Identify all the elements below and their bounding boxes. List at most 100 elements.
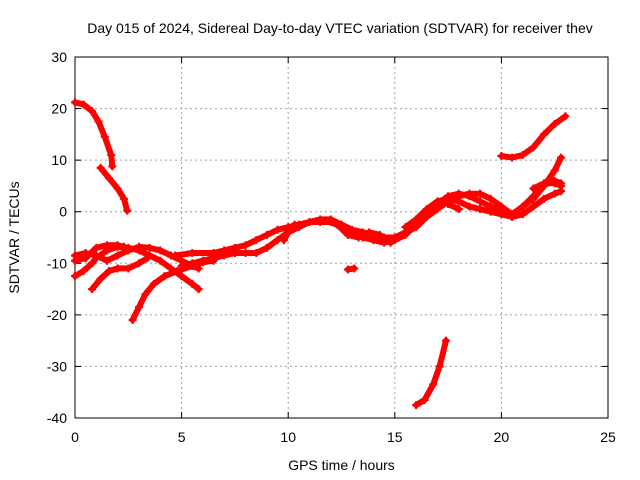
data-point: [120, 242, 129, 251]
data-point: [540, 179, 549, 188]
data-point: [188, 259, 197, 268]
series-arc-14: [401, 194, 517, 232]
data-point: [113, 184, 122, 193]
data-point: [79, 267, 88, 276]
data-point: [94, 117, 103, 126]
data-point: [486, 207, 495, 216]
data-point: [386, 238, 395, 247]
data-point: [343, 230, 352, 239]
data-point: [395, 233, 404, 242]
y-tick-label: 10: [51, 152, 67, 168]
data-point: [156, 256, 165, 265]
data-point: [518, 202, 527, 211]
plot-frame: [74, 56, 609, 419]
data-point: [123, 206, 132, 215]
series-arc-19: [508, 179, 566, 219]
data-point: [557, 181, 566, 190]
data-point: [454, 197, 463, 206]
y-tick-label: 30: [51, 49, 67, 65]
data-point: [369, 236, 378, 245]
data-point: [497, 152, 506, 161]
data-point: [120, 194, 129, 203]
data-point: [508, 210, 517, 219]
y-tick-label: -40: [47, 410, 67, 426]
data-point: [550, 189, 559, 198]
data-point: [412, 215, 421, 224]
data-point: [134, 303, 143, 312]
data-point: [350, 264, 359, 273]
data-point: [557, 153, 566, 162]
data-point: [279, 236, 288, 245]
y-axis-label: SDTVAR / TECUs: [6, 181, 22, 293]
data-point: [188, 279, 197, 288]
data-point: [444, 199, 453, 208]
data-point: [529, 143, 538, 152]
y-tick-label: -10: [47, 255, 67, 271]
series-line: [498, 113, 569, 161]
data-point: [508, 153, 517, 162]
x-tick-label: 15: [387, 429, 403, 445]
data-point: [486, 194, 495, 203]
data-point: [88, 285, 97, 294]
x-axis-label: GPS time / hours: [288, 457, 395, 473]
data-point: [128, 316, 137, 325]
data-point: [375, 230, 384, 239]
data-point: [305, 218, 314, 227]
data-point: [113, 264, 122, 273]
x-tick-label: 5: [178, 429, 186, 445]
data-point: [262, 230, 271, 239]
data-point: [81, 254, 90, 263]
data-point: [497, 210, 506, 219]
data-point: [220, 251, 229, 260]
data-point: [198, 256, 207, 265]
data-point: [561, 112, 570, 121]
data-point: [550, 179, 559, 188]
series-line: [413, 337, 449, 409]
x-tick-label: 0: [71, 429, 79, 445]
data-point: [107, 150, 116, 159]
data-point: [540, 130, 549, 139]
data-point: [102, 256, 111, 265]
data-point: [454, 205, 463, 214]
data-point: [71, 98, 79, 107]
series-arc-12: [343, 264, 359, 274]
data-point: [241, 241, 250, 250]
data-point: [252, 248, 261, 257]
data-point: [401, 223, 410, 232]
data-point: [529, 202, 538, 211]
data-point: [435, 362, 444, 371]
data-point: [412, 401, 421, 410]
x-tick-label: 20: [494, 429, 510, 445]
series-arc-2: [96, 163, 132, 215]
data-point: [105, 174, 114, 183]
chart-title: Day 015 of 2024, Sidereal Day-to-day VTE…: [87, 20, 593, 36]
data-point: [102, 241, 111, 250]
data-point: [177, 272, 186, 281]
data-point: [71, 256, 79, 265]
data-point: [454, 189, 463, 198]
series-arc-16: [497, 112, 570, 162]
data-point: [262, 243, 271, 252]
y-tick-label: -30: [47, 358, 67, 374]
data-point: [476, 197, 485, 206]
data-point: [141, 290, 150, 299]
data-point: [188, 248, 197, 257]
data-point: [160, 272, 169, 281]
data-point: [134, 259, 143, 268]
series-arc-1: [71, 98, 117, 171]
series-arc-5: [71, 241, 129, 265]
series-line: [178, 188, 565, 269]
x-tick-label: 25: [600, 429, 616, 445]
data-point: [79, 100, 88, 109]
x-tick-label: 10: [280, 429, 296, 445]
data-point: [476, 189, 485, 198]
data-point: [88, 107, 97, 116]
axis-ticks: 0 5 10 15 20 25 -40 -30 -20 -10 0 10 20 30: [47, 49, 616, 445]
data-point: [105, 267, 114, 276]
data-point: [550, 120, 559, 129]
data-point: [441, 336, 450, 345]
data-point: [540, 194, 549, 203]
data-point: [92, 254, 101, 263]
data-point: [433, 197, 442, 206]
